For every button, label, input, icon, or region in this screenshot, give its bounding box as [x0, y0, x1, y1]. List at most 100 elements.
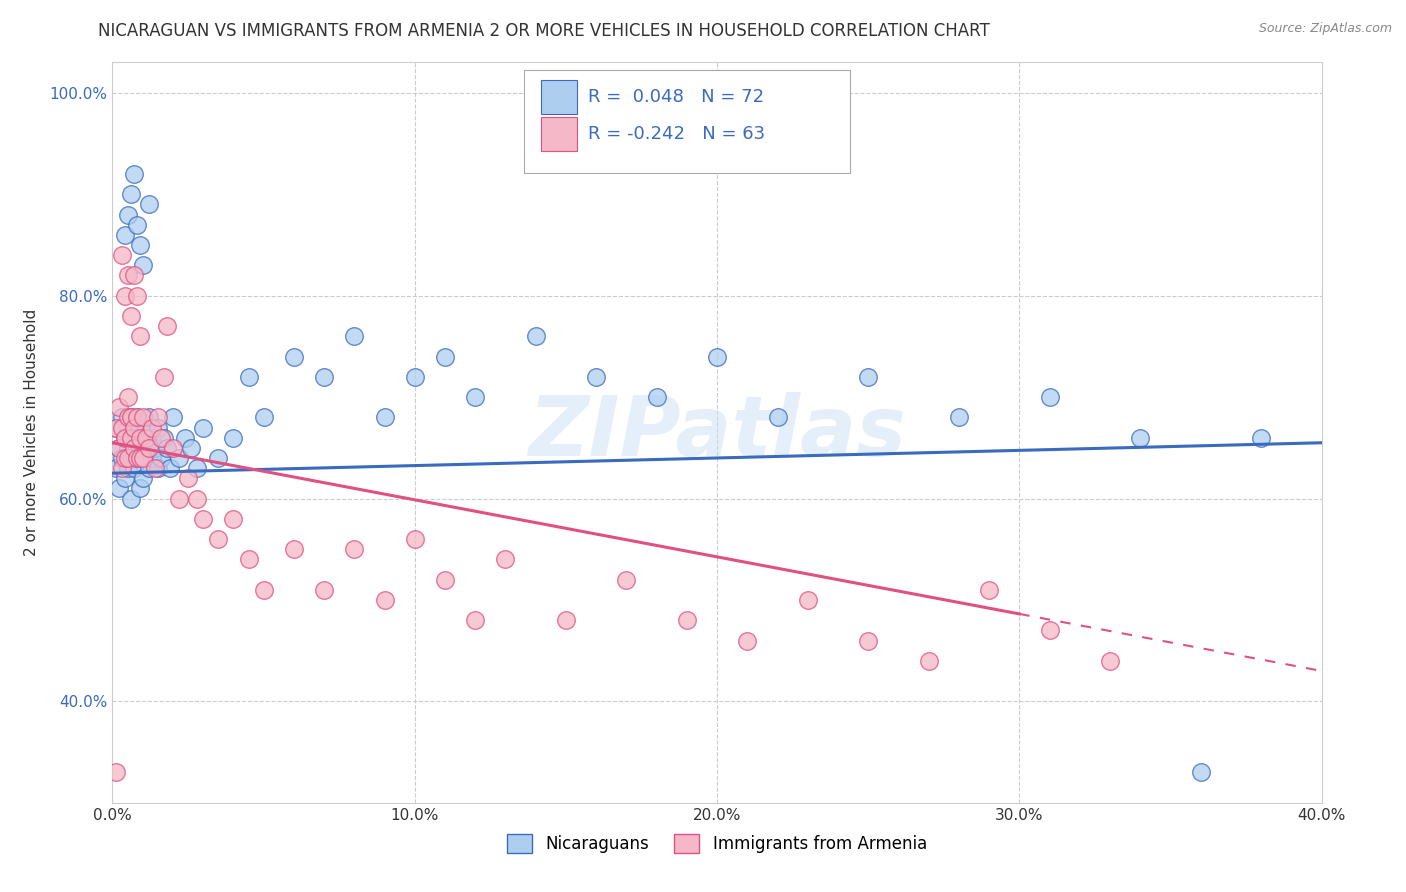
- Point: [104, 420, 127, 434]
- Point: [156, 319, 179, 334]
- Point: [114, 471, 136, 485]
- Point: [135, 441, 157, 455]
- Point: [114, 431, 136, 445]
- Point: [117, 450, 139, 465]
- Point: [132, 450, 155, 465]
- Point: [174, 431, 197, 445]
- Point: [283, 350, 305, 364]
- Point: [117, 410, 139, 425]
- Point: [404, 532, 426, 546]
- Point: [159, 461, 181, 475]
- Point: [146, 461, 169, 475]
- Point: [114, 227, 136, 242]
- Point: [146, 420, 169, 434]
- Point: [114, 289, 136, 303]
- Point: [120, 187, 142, 202]
- Point: [253, 410, 276, 425]
- Point: [104, 461, 127, 475]
- Point: [283, 542, 305, 557]
- Point: [120, 450, 142, 465]
- Point: [918, 654, 941, 668]
- Point: [132, 471, 155, 485]
- Point: [191, 512, 214, 526]
- Point: [117, 208, 139, 222]
- Point: [162, 410, 184, 425]
- Point: [120, 431, 142, 445]
- Point: [645, 390, 668, 404]
- Point: [314, 582, 336, 597]
- Point: [207, 450, 229, 465]
- Point: [141, 450, 163, 465]
- Point: [1189, 765, 1212, 780]
- Point: [856, 369, 880, 384]
- Text: R = -0.242   N = 63: R = -0.242 N = 63: [588, 125, 765, 144]
- Point: [107, 441, 129, 455]
- Point: [110, 461, 132, 475]
- Point: [433, 573, 456, 587]
- Point: [107, 401, 129, 415]
- Point: [110, 248, 132, 262]
- Point: [141, 431, 163, 445]
- FancyBboxPatch shape: [540, 117, 576, 152]
- Point: [675, 613, 697, 627]
- Point: [138, 461, 160, 475]
- Point: [128, 441, 150, 455]
- Point: [153, 431, 176, 445]
- Point: [135, 431, 157, 445]
- Point: [120, 309, 142, 323]
- Point: [120, 491, 142, 506]
- Point: [766, 410, 789, 425]
- Point: [122, 441, 145, 455]
- Point: [143, 461, 166, 475]
- Point: [122, 420, 145, 434]
- Point: [186, 491, 208, 506]
- Point: [104, 420, 127, 434]
- Point: [104, 765, 127, 780]
- Point: [1038, 390, 1062, 404]
- Point: [977, 582, 1000, 597]
- Point: [122, 167, 145, 181]
- Point: [122, 461, 145, 475]
- Point: [120, 410, 142, 425]
- Point: [374, 410, 396, 425]
- Point: [128, 238, 150, 252]
- Point: [153, 369, 176, 384]
- FancyBboxPatch shape: [523, 70, 851, 173]
- Point: [156, 441, 179, 455]
- Point: [162, 441, 184, 455]
- Point: [464, 613, 486, 627]
- Point: [135, 420, 157, 434]
- Point: [132, 410, 155, 425]
- Text: R =  0.048   N = 72: R = 0.048 N = 72: [588, 88, 763, 106]
- Point: [114, 450, 136, 465]
- Point: [138, 441, 160, 455]
- Point: [141, 420, 163, 434]
- Point: [585, 369, 607, 384]
- Point: [222, 431, 245, 445]
- Point: [856, 633, 880, 648]
- Point: [177, 471, 200, 485]
- Point: [132, 258, 155, 272]
- Point: [554, 613, 576, 627]
- Point: [138, 410, 160, 425]
- Point: [117, 420, 139, 434]
- Point: [114, 431, 136, 445]
- Point: [222, 512, 245, 526]
- Point: [149, 450, 172, 465]
- Point: [1098, 654, 1121, 668]
- Point: [186, 461, 208, 475]
- Point: [117, 268, 139, 283]
- Point: [737, 633, 759, 648]
- Point: [207, 532, 229, 546]
- Text: Source: ZipAtlas.com: Source: ZipAtlas.com: [1258, 22, 1392, 36]
- Point: [616, 573, 638, 587]
- Point: [125, 410, 148, 425]
- Point: [314, 369, 336, 384]
- Point: [110, 420, 132, 434]
- Point: [167, 491, 190, 506]
- Point: [433, 350, 456, 364]
- Point: [128, 431, 150, 445]
- Point: [128, 450, 150, 465]
- Point: [125, 218, 148, 232]
- Point: [343, 329, 366, 343]
